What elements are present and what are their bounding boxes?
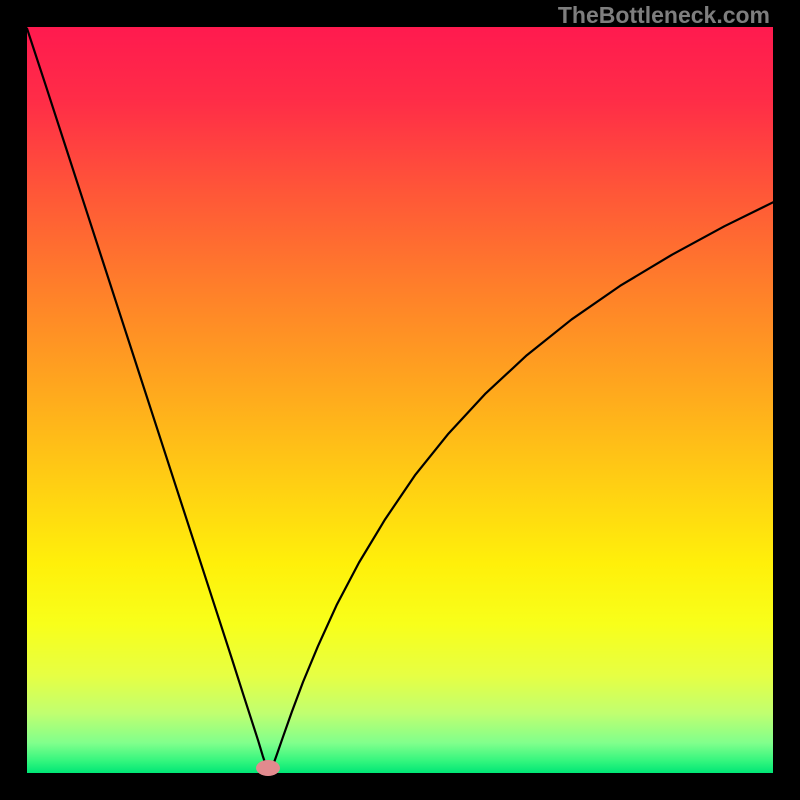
curve-path xyxy=(27,28,773,771)
chart-root: TheBottleneck.com xyxy=(0,0,800,800)
optimal-marker xyxy=(256,760,280,776)
bottleneck-curve xyxy=(27,27,773,773)
watermark-text: TheBottleneck.com xyxy=(558,2,770,29)
plot-area xyxy=(27,27,773,773)
